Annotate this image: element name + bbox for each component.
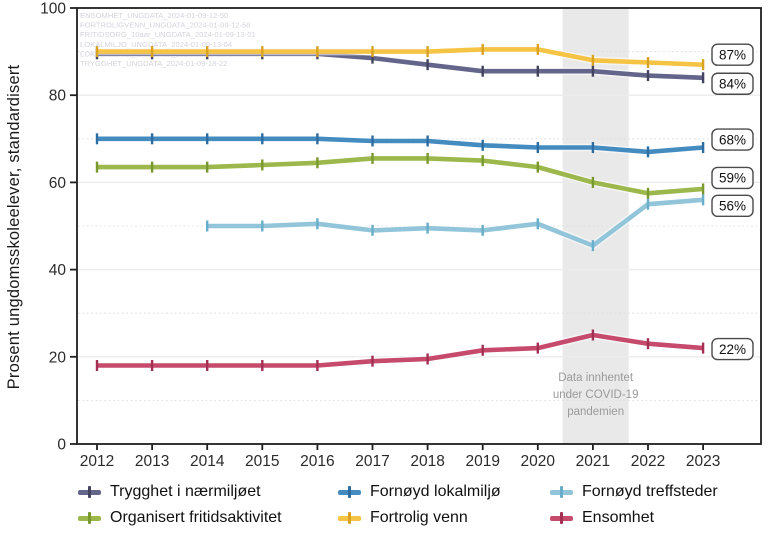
x-tick-label: 2016 xyxy=(300,453,334,470)
y-tick-label: 0 xyxy=(57,437,66,454)
legend-item-fritidsorg[interactable]: Organisert fritidsaktivitet xyxy=(78,509,338,527)
end-label-text-fortroligvenn: 87% xyxy=(719,47,746,62)
x-tick-label: 2023 xyxy=(686,453,720,470)
legend-item-lokalmiljo[interactable]: Fornøyd lokalmiljø xyxy=(338,483,550,501)
y-tick-label: 80 xyxy=(49,88,67,105)
end-label-text-trygghet: 84% xyxy=(719,77,746,92)
end-label-box-fortroligvenn xyxy=(711,43,754,66)
series-markers-fortroligvenn xyxy=(95,43,705,71)
y-tick-label: 40 xyxy=(49,262,67,279)
legend-marker-tick xyxy=(348,512,351,524)
series-line-fritidsorg xyxy=(97,156,704,196)
legend-marker-tick xyxy=(348,486,351,498)
covid-annotation-line: pandemien xyxy=(567,406,624,418)
x-tick-label: 2012 xyxy=(80,453,114,470)
legend-item-fortroligvenn[interactable]: Fortrolig venn xyxy=(338,509,550,527)
x-tick-label: 2018 xyxy=(410,453,444,470)
end-label-box-treffsteder xyxy=(711,194,754,218)
end-label-text-ensomhet: 22% xyxy=(719,342,746,357)
legend-marker-icon xyxy=(338,484,361,500)
watermark-text: TRYGGHET_UNGDATA_2024-01-09-18-22 xyxy=(80,59,227,68)
x-tick-label: 2022 xyxy=(631,453,665,470)
x-tick-label: 2015 xyxy=(245,453,279,470)
legend-marker-icon xyxy=(78,484,101,500)
x-tick-label: 2017 xyxy=(355,453,389,470)
series-line-lokalmiljo xyxy=(97,136,704,155)
x-tick-label: 2020 xyxy=(521,453,556,470)
legend-marker-icon xyxy=(78,510,101,526)
chart-legend: Trygghet i nærmiljøet Fornøyd lokalmiljø F… xyxy=(78,479,718,531)
watermark-text: LOKALMILJO_UNGDATA_2024-01-09-13-04 xyxy=(80,40,232,49)
legend-marker-tick xyxy=(88,512,91,524)
legend-item-ensomhet[interactable]: Ensomhet xyxy=(550,509,718,527)
legend-marker-icon xyxy=(550,510,573,526)
legend-label: Fortrolig venn xyxy=(370,509,468,526)
series-markers-lokalmiljo xyxy=(95,133,705,158)
legend-label: Fornøyd treffsteder xyxy=(582,483,718,500)
y-tick-label: 20 xyxy=(49,349,67,366)
end-label-text-fritidsorg: 59% xyxy=(719,171,746,186)
legend-item-treffsteder[interactable]: Fornøyd treffsteder xyxy=(550,483,718,501)
legend-marker-icon xyxy=(338,510,361,526)
watermark-text: ENSOMHET_UNGDATA_2024-01-09-12-50 xyxy=(80,11,228,20)
y-tick-label: 100 xyxy=(40,1,66,18)
y-tick-label: 60 xyxy=(49,175,67,192)
legend-label: Organisert fritidsaktivitet xyxy=(110,509,282,526)
legend-marker-icon xyxy=(550,484,573,500)
end-label-box-fritidsorg xyxy=(711,166,754,190)
x-tick-label: 2014 xyxy=(190,453,225,470)
legend-marker-tick xyxy=(560,486,563,498)
watermark-text: FRITIDSORG_10aar_UNGDATA_2024-01-09-13-0… xyxy=(80,30,256,39)
series-line-treffsteder xyxy=(207,197,704,248)
end-label-text-lokalmiljo: 68% xyxy=(719,132,746,147)
series-markers-fritidsorg xyxy=(95,152,705,199)
legend-label: Ensomhet xyxy=(582,509,655,526)
x-tick-label: 2013 xyxy=(135,453,169,470)
legend-marker-tick xyxy=(88,486,91,498)
legend-item-trygghet[interactable]: Trygghet i nærmiljøet xyxy=(78,483,338,501)
covid-annotation-line: under COVID-19 xyxy=(553,389,639,401)
covid-annotation-line: Data innhentet xyxy=(558,372,634,384)
series-line-fortroligvenn xyxy=(97,47,704,67)
plot-frame xyxy=(76,7,762,445)
end-label-box-ensomhet xyxy=(711,337,754,361)
end-label-box-trygghet xyxy=(711,72,754,95)
legend-label: Fornøyd lokalmiljø xyxy=(370,483,501,500)
series-markers-treffsteder xyxy=(205,194,705,252)
x-tick-label: 2021 xyxy=(576,453,610,470)
legend-marker-tick xyxy=(560,512,563,524)
x-tick-label: 2019 xyxy=(465,453,499,470)
end-label-box-lokalmiljo xyxy=(711,128,754,151)
end-label-text-treffsteder: 56% xyxy=(719,199,746,214)
watermark-text: FORTROLIGVENN_UNGDATA_2024-01-09-12-58 xyxy=(80,21,251,30)
series-line-ensomhet xyxy=(97,332,704,368)
legend-label: Trygghet i nærmiljøet xyxy=(110,483,261,500)
series-markers-ensomhet xyxy=(95,329,705,372)
